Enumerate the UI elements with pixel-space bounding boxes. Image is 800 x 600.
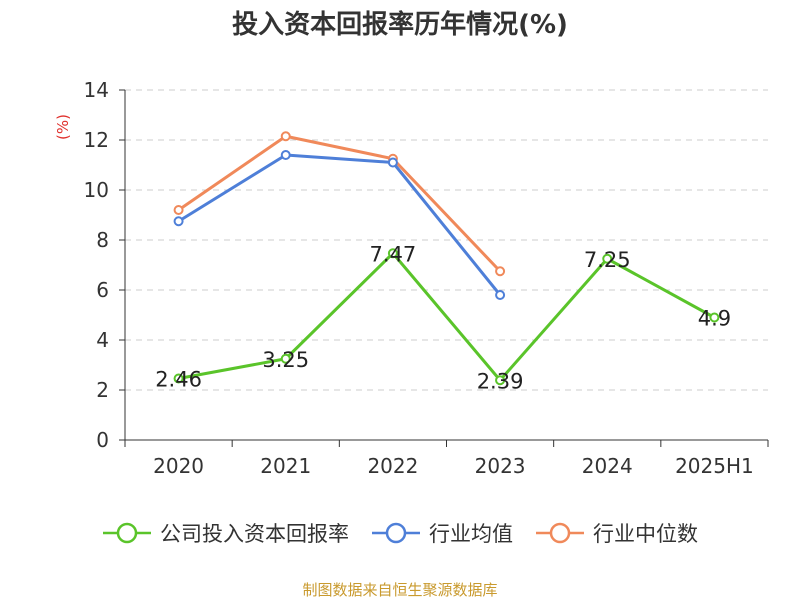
series-line: [177, 153, 502, 296]
x-tick-label: 2023: [475, 454, 526, 478]
data-labels: 2.46 3.25 7.47 2.39 7.25 4.9: [155, 242, 731, 393]
data-point: [709, 312, 720, 323]
data-point: [280, 131, 291, 142]
y-axis-label: (%): [54, 114, 72, 140]
x-tick-label: 2024: [582, 454, 633, 478]
x-tick-label: 2022: [367, 454, 418, 478]
data-point: [280, 150, 291, 160]
data-label: 4.9: [698, 307, 731, 331]
grid-lines: [125, 89, 768, 391]
y-tick-label: 14: [84, 78, 109, 102]
x-tick-label: 2020: [153, 454, 204, 478]
data-point: [495, 375, 506, 386]
data-label: 2.46: [155, 368, 202, 392]
y-tick-label: 8: [96, 228, 109, 252]
series-line: [177, 134, 502, 273]
y-tick-label: 12: [84, 128, 109, 152]
data-point: [495, 266, 506, 277]
legend-circle: [116, 522, 138, 544]
data-label: 7.47: [370, 242, 417, 266]
data-point: [602, 253, 613, 264]
series-lines: [173, 131, 720, 386]
source-note: 制图数据来自恒生聚源数据库: [302, 581, 498, 599]
legend-label: 公司投入资本回报率: [160, 522, 349, 546]
data-point: [280, 353, 291, 364]
legend-marker-icon: [103, 522, 151, 544]
data-point: [495, 290, 506, 300]
chart-title: 投入资本回报率历年情况(%): [232, 10, 568, 40]
y-tick-label: 10: [84, 178, 109, 202]
data-label: 7.25: [584, 248, 631, 272]
data-point: [173, 205, 184, 215]
legend-label: 行业中位数: [593, 522, 698, 546]
data-point: [387, 157, 398, 168]
legend-circle: [385, 522, 407, 544]
axes: 0 2 4 6 8 10 12 14 2020 2021 2022 2023 2024 2025H1: [84, 78, 769, 478]
legend-marker-icon: [372, 522, 420, 544]
legend-marker-icon: [536, 522, 584, 544]
y-tick-label: 0: [96, 428, 109, 452]
y-tick-label: 2: [96, 378, 109, 402]
legend-circle: [549, 522, 571, 544]
legend: 公司投入资本回报率 行业均值 行业中位数: [0, 518, 800, 548]
series-line: [178, 251, 716, 382]
legend-item[interactable]: 公司投入资本回报率: [102, 518, 349, 548]
legend-label: 行业均值: [429, 522, 513, 546]
x-tick-label: 2021: [260, 454, 311, 478]
y-tick-label: 4: [96, 328, 109, 352]
data-point: [387, 248, 398, 259]
data-point: [173, 373, 184, 384]
data-point: [173, 216, 184, 227]
legend-item[interactable]: 行业均值: [371, 518, 513, 548]
legend-item[interactable]: 行业中位数: [535, 518, 698, 548]
x-tick-label: 2025H1: [675, 454, 754, 478]
data-label: 2.39: [477, 369, 524, 393]
y-tick-label: 6: [96, 278, 109, 302]
data-label: 3.25: [262, 348, 309, 372]
